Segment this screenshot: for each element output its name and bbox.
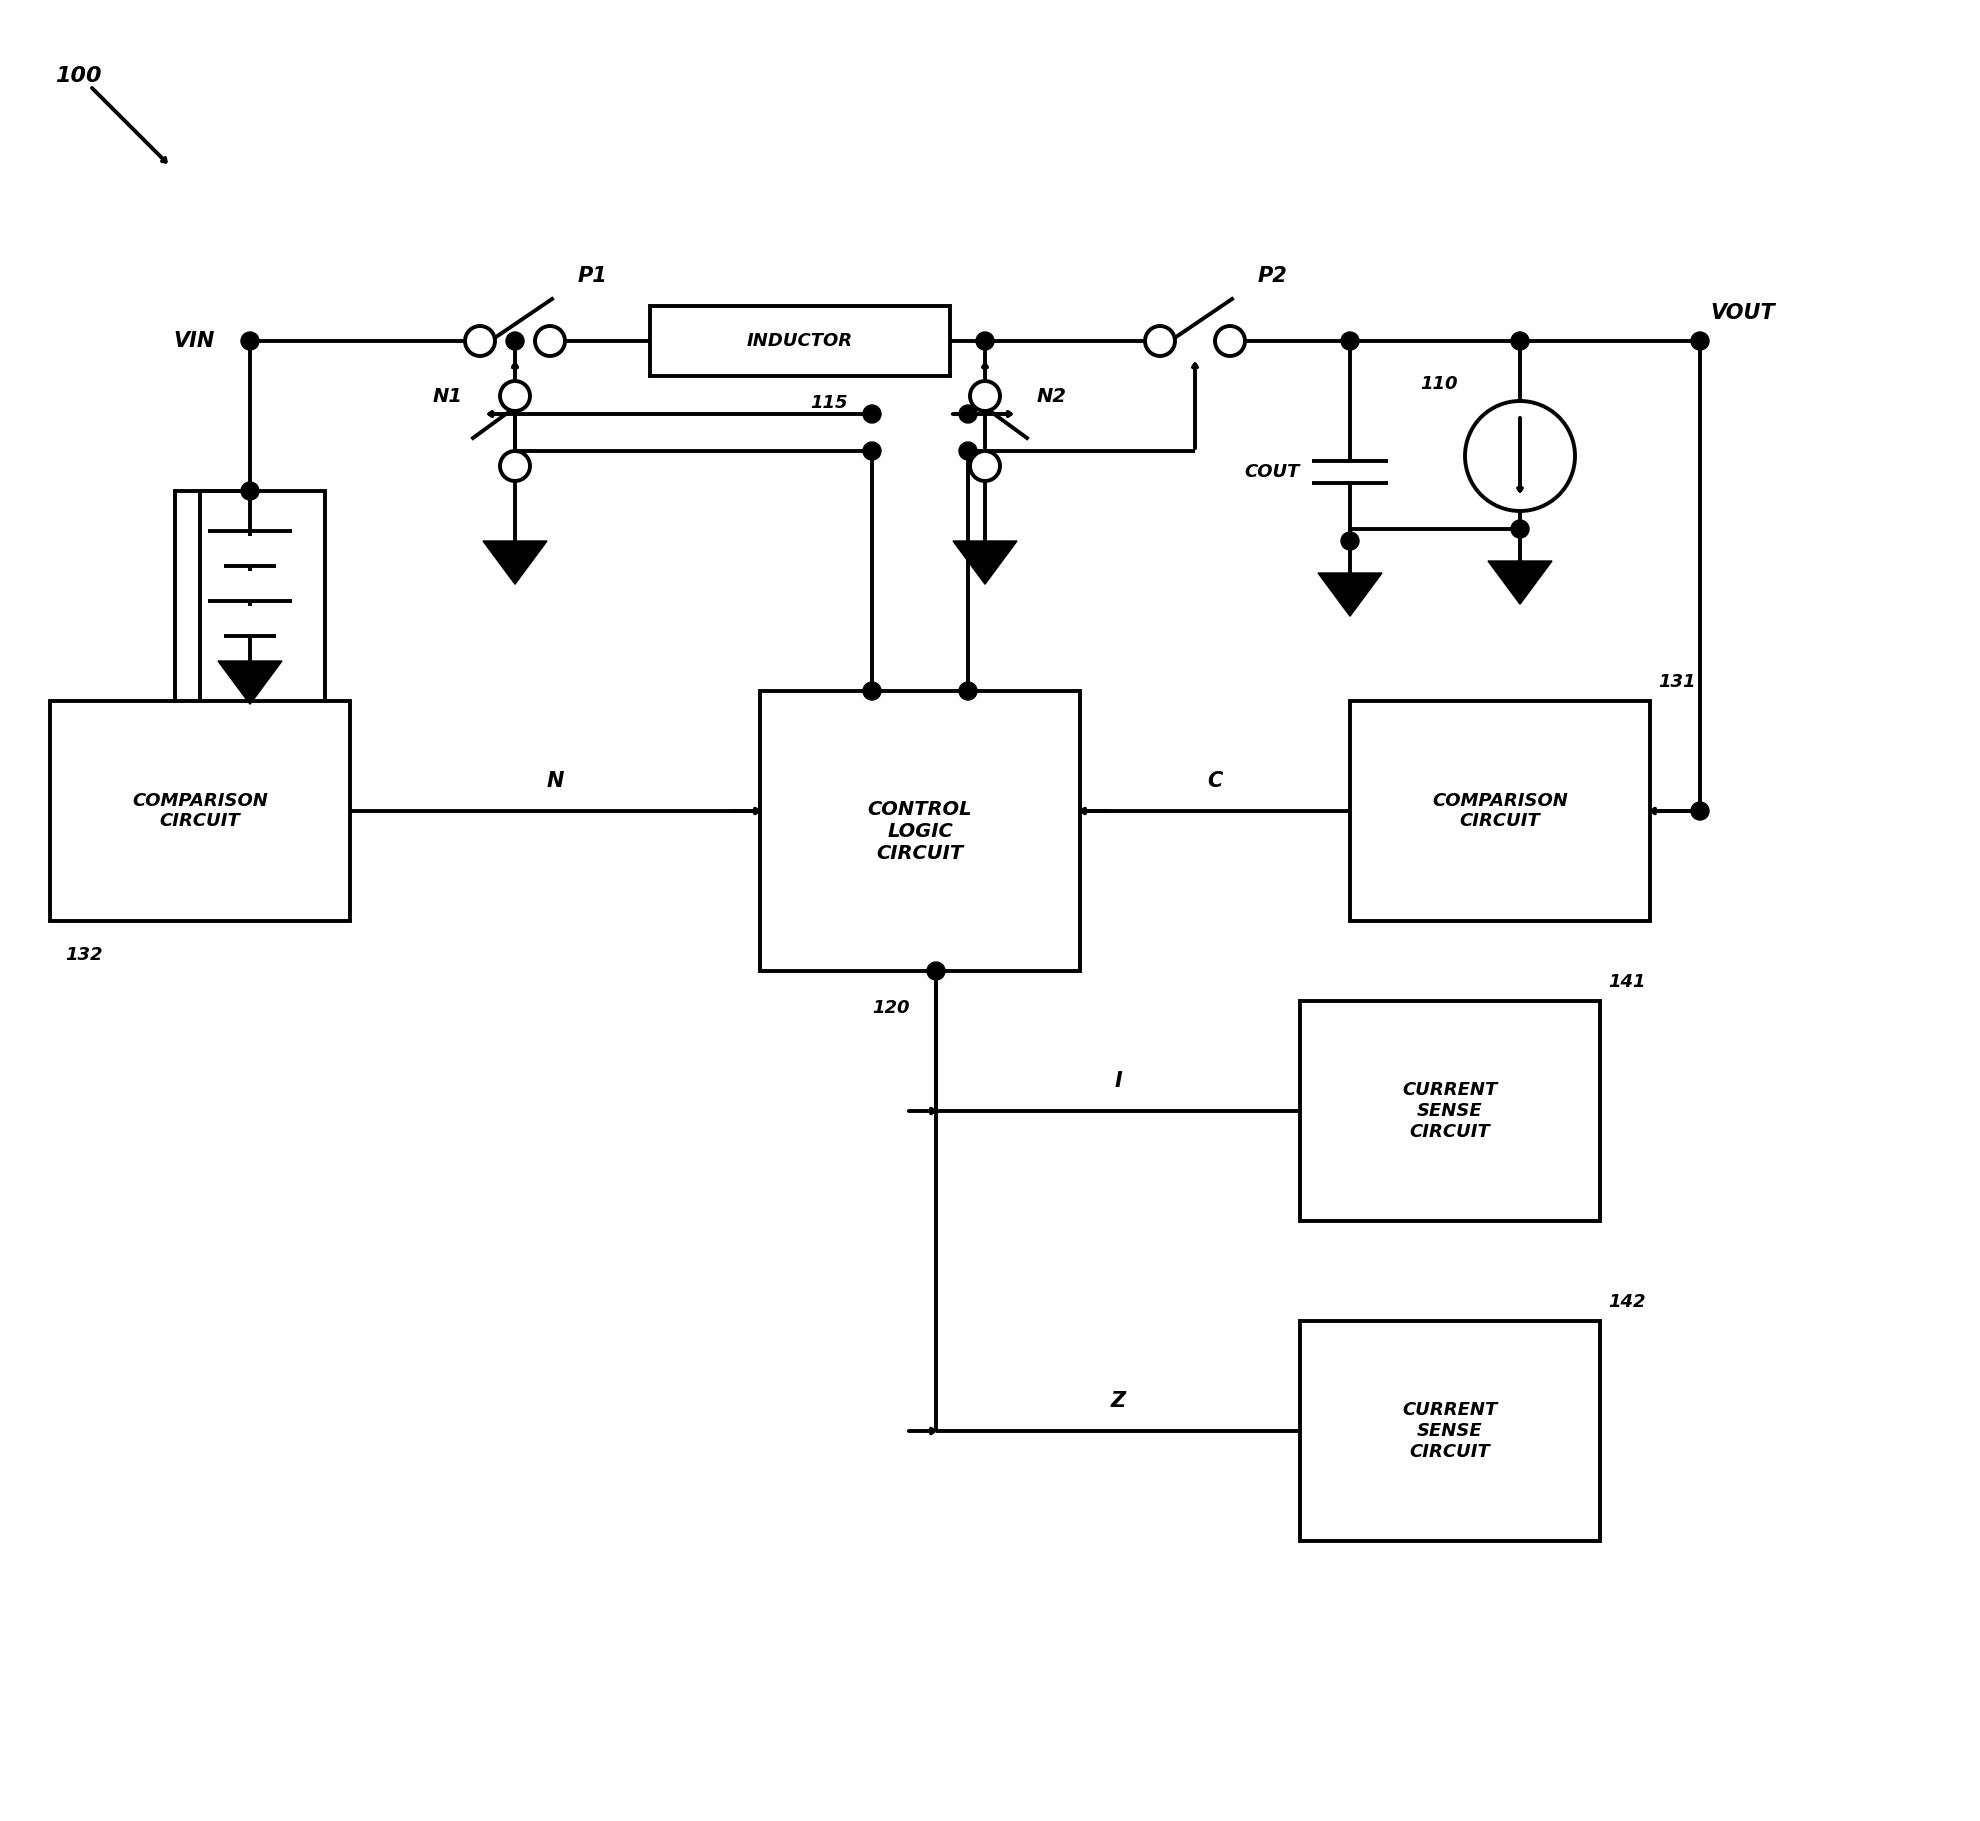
Circle shape: [499, 452, 531, 481]
Circle shape: [242, 331, 259, 350]
Text: COUT: COUT: [1243, 463, 1299, 481]
Text: 115: 115: [810, 393, 847, 412]
Text: CURRENT
SENSE
CIRCUIT: CURRENT SENSE CIRCUIT: [1402, 1082, 1497, 1140]
Text: CURRENT
SENSE
CIRCUIT: CURRENT SENSE CIRCUIT: [1402, 1400, 1497, 1460]
Text: N2: N2: [1036, 386, 1067, 406]
Circle shape: [970, 381, 1000, 412]
Polygon shape: [952, 541, 1016, 585]
Text: VIN: VIN: [174, 331, 216, 351]
Circle shape: [242, 483, 259, 501]
Circle shape: [958, 404, 976, 422]
Circle shape: [976, 331, 994, 350]
Bar: [50, 701, 350, 921]
Text: N1: N1: [434, 386, 463, 406]
Text: P2: P2: [1257, 266, 1287, 286]
Text: VOUT: VOUT: [1709, 302, 1774, 322]
Text: 110: 110: [1420, 375, 1457, 393]
Polygon shape: [483, 541, 546, 585]
Circle shape: [863, 683, 881, 699]
Circle shape: [958, 443, 976, 461]
Circle shape: [505, 331, 525, 350]
Text: N: N: [546, 770, 564, 790]
Polygon shape: [218, 661, 281, 705]
Bar: [1299, 1320, 1600, 1541]
Bar: [1299, 1002, 1600, 1222]
Circle shape: [1691, 331, 1709, 350]
Bar: [649, 306, 950, 375]
Text: CONTROL
LOGIC
CIRCUIT: CONTROL LOGIC CIRCUIT: [867, 799, 972, 863]
Text: Z: Z: [1111, 1391, 1125, 1411]
Circle shape: [499, 381, 531, 412]
Circle shape: [1511, 521, 1529, 537]
Circle shape: [1511, 331, 1529, 350]
Circle shape: [970, 452, 1000, 481]
Circle shape: [1340, 331, 1358, 350]
Polygon shape: [1487, 561, 1550, 605]
Circle shape: [1214, 326, 1243, 355]
Text: C: C: [1206, 770, 1222, 790]
Text: 141: 141: [1608, 972, 1645, 991]
Circle shape: [535, 326, 564, 355]
Circle shape: [1465, 401, 1574, 512]
Circle shape: [863, 443, 881, 461]
Circle shape: [863, 404, 881, 422]
Circle shape: [465, 326, 495, 355]
Text: 131: 131: [1657, 674, 1695, 690]
Text: 142: 142: [1608, 1293, 1645, 1311]
Text: COMPARISON
CIRCUIT: COMPARISON CIRCUIT: [133, 792, 267, 830]
Circle shape: [927, 961, 944, 980]
Circle shape: [1691, 801, 1709, 819]
Circle shape: [1144, 326, 1174, 355]
Circle shape: [1340, 532, 1358, 550]
Bar: [1348, 701, 1649, 921]
Text: INDUCTOR: INDUCTOR: [746, 331, 853, 350]
Text: 132: 132: [65, 945, 103, 963]
Circle shape: [958, 683, 976, 699]
Text: 100: 100: [55, 66, 101, 86]
Bar: [760, 690, 1079, 971]
Bar: [174, 492, 325, 870]
Text: COMPARISON
CIRCUIT: COMPARISON CIRCUIT: [1432, 792, 1566, 830]
Text: I: I: [1113, 1071, 1121, 1091]
Text: P1: P1: [578, 266, 608, 286]
Polygon shape: [1317, 574, 1382, 615]
Text: 120: 120: [871, 1000, 909, 1016]
